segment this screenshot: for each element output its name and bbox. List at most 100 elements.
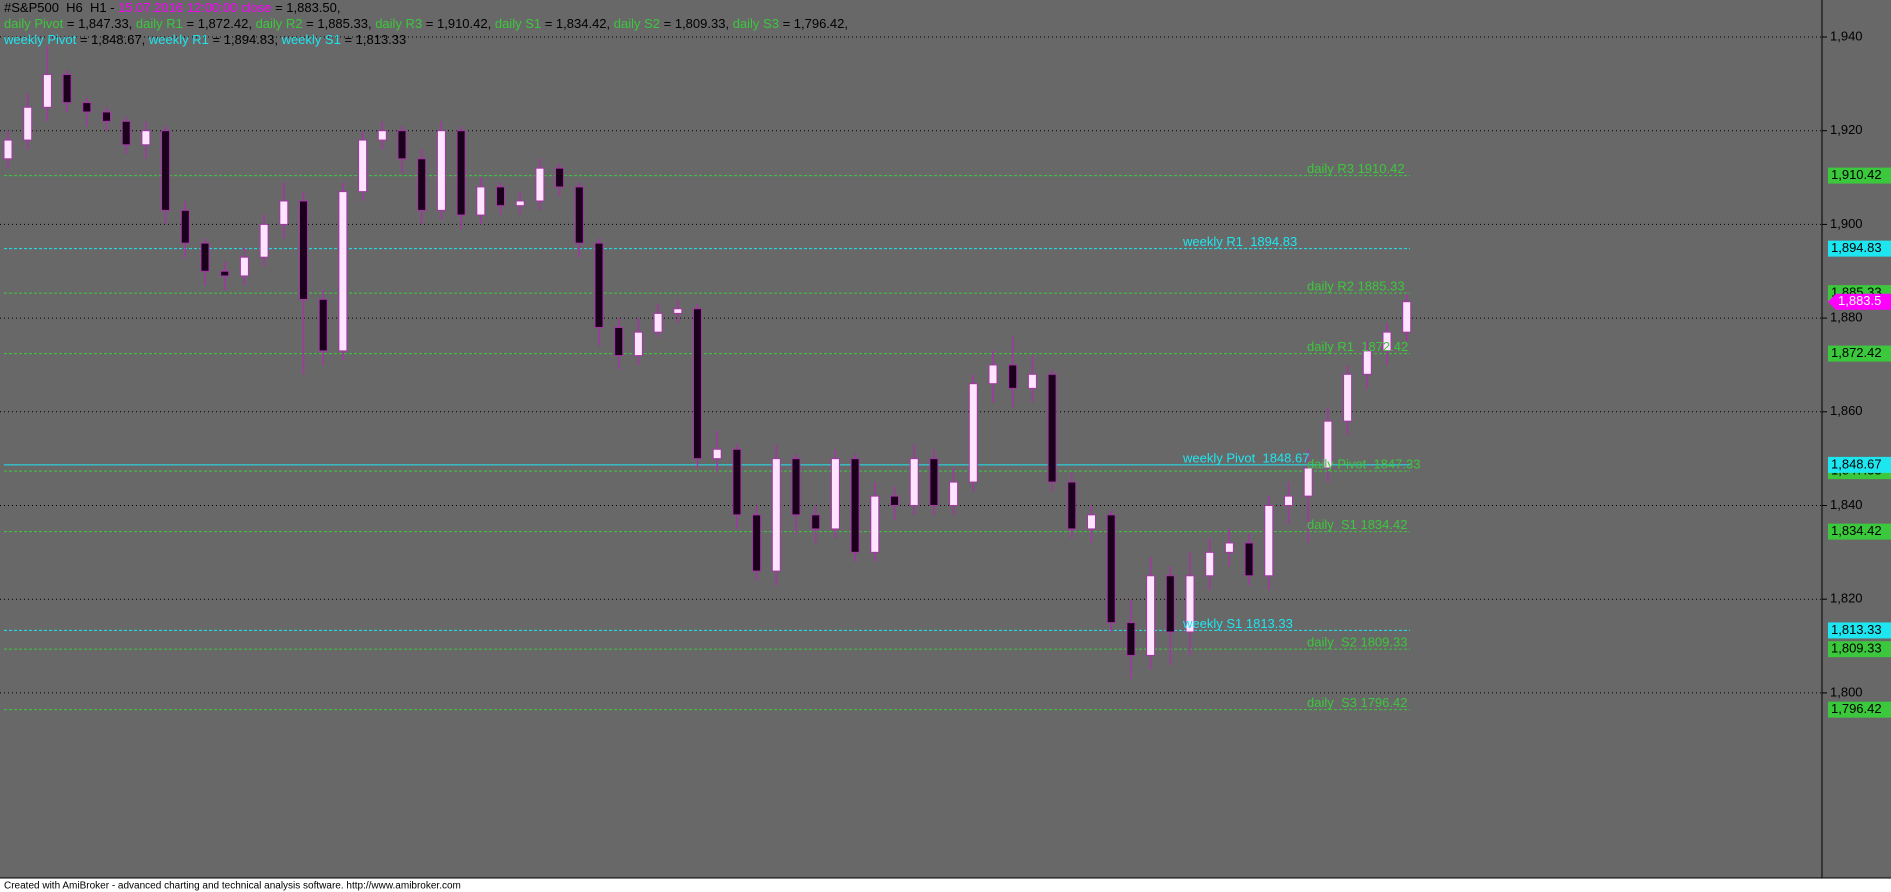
header-level-value: = 1,885.33, xyxy=(306,16,371,31)
candle-body xyxy=(1027,373,1037,389)
candle-body xyxy=(397,130,407,160)
candle-body xyxy=(358,139,368,193)
candle-body xyxy=(220,270,230,277)
candle-body xyxy=(417,158,427,211)
level-label: daily R1 1872.42 xyxy=(1307,339,1408,354)
chart-subtitle: 15.07.2016 12:00:00 close xyxy=(118,0,271,15)
last-value-label: 1,883.5 xyxy=(1838,293,1881,308)
candle-body xyxy=(436,130,446,211)
candle-body xyxy=(1382,331,1392,352)
last-value-marker xyxy=(1828,293,1891,310)
candle-body xyxy=(42,73,52,108)
header-level-value: = 1,872.42, xyxy=(187,16,252,31)
y-tick-label: 1,820 xyxy=(1830,591,1863,606)
level-label: daily S3 1796.42 xyxy=(1307,695,1407,710)
candle-body xyxy=(121,120,131,146)
candle-body xyxy=(239,256,249,277)
candle-body xyxy=(712,448,722,460)
y-tick-label: 1,920 xyxy=(1830,122,1863,137)
y-tick-label: 1,800 xyxy=(1830,684,1863,699)
axis-level-box xyxy=(1828,641,1891,658)
candle-body xyxy=(1323,420,1333,469)
header-level-name: daily R1 xyxy=(136,16,183,31)
y-tick-label: 1,880 xyxy=(1830,310,1863,325)
header-level-name: daily Pivot xyxy=(4,16,64,31)
candle-body xyxy=(515,200,525,207)
header-row-2: daily Pivot = 1,847.33, daily R1 = 1,872… xyxy=(4,16,852,31)
candle-body xyxy=(949,481,959,506)
header-level-name: daily S1 xyxy=(495,16,541,31)
candle-body xyxy=(555,167,565,188)
candle-body xyxy=(850,458,860,553)
candle-body xyxy=(771,458,781,572)
candle-body xyxy=(141,130,151,146)
level-label: weekly R1 1894.83 xyxy=(1182,234,1297,249)
footer: Created with AmiBroker - advanced charti… xyxy=(4,881,461,892)
candle-body xyxy=(1303,467,1313,497)
header-level-value: = 1,894.83, xyxy=(213,32,278,47)
candle-body xyxy=(1402,301,1412,333)
candle-body xyxy=(318,298,328,352)
candle-body xyxy=(3,139,13,160)
candle-body xyxy=(1008,364,1018,389)
candle-body xyxy=(62,73,72,104)
candle-body xyxy=(1165,575,1175,633)
candle-body xyxy=(1087,514,1096,530)
candle-body xyxy=(535,167,545,202)
candle-body xyxy=(1106,514,1116,624)
level-label: weekly S1 1813.33 xyxy=(1182,616,1293,631)
candle-body xyxy=(1244,542,1254,577)
candle-body xyxy=(476,186,486,216)
axis-level-label: 1,809.33 xyxy=(1831,641,1882,656)
candle-body xyxy=(279,200,289,225)
candle-body xyxy=(180,209,190,244)
header-level-name: weekly Pivot xyxy=(3,32,77,47)
chart-title: #S&P500 H6 H1 - xyxy=(4,0,115,15)
axis-level-box xyxy=(1828,345,1891,362)
candle-body xyxy=(299,200,308,300)
candle-body xyxy=(968,383,978,483)
footer-background xyxy=(0,878,1891,892)
candle-body xyxy=(102,111,111,122)
axis-level-label: 1,834.42 xyxy=(1831,523,1882,538)
header-level-name: daily S2 xyxy=(614,16,660,31)
axis-level-box xyxy=(1828,701,1891,718)
header-level-value: = 1,813.33 xyxy=(344,32,406,47)
candle-body xyxy=(1362,350,1372,375)
header-level-value: = 1,847.33, xyxy=(67,16,132,31)
candle-body xyxy=(732,448,742,516)
y-tick-label: 1,940 xyxy=(1830,28,1863,43)
candle-body xyxy=(161,130,171,211)
level-label: daily S2 1809.33 xyxy=(1307,635,1407,650)
level-label: daily R2 1885.33 xyxy=(1307,279,1405,294)
candle-body xyxy=(1264,504,1274,577)
axis-level-box xyxy=(1828,456,1891,473)
candle-body xyxy=(1047,373,1057,483)
header-level-name: daily R2 xyxy=(256,16,303,31)
candle-body xyxy=(673,308,683,314)
axis-level-label: 1,910.42 xyxy=(1831,167,1882,182)
y-tick-label: 1,840 xyxy=(1830,497,1863,512)
axis-level-box xyxy=(1828,523,1891,540)
level-label: daily Pivot 1847.33 xyxy=(1307,457,1420,472)
header-row-3: weekly Pivot = 1,848.67, weekly R1 = 1,8… xyxy=(3,32,410,47)
candle-body xyxy=(377,130,387,141)
candle-body xyxy=(988,364,998,385)
candle-body xyxy=(693,308,702,460)
candle-body xyxy=(1205,551,1215,577)
header-level-value: = 1,848.67, xyxy=(80,32,145,47)
candle-body xyxy=(456,130,466,216)
header-level-value: = 1,910.42, xyxy=(426,16,491,31)
candle-body xyxy=(633,331,643,357)
candle-body xyxy=(653,312,663,333)
candle-body xyxy=(259,223,269,258)
axis-level-label: 1,848.67 xyxy=(1831,456,1882,471)
candle-body xyxy=(791,458,801,516)
axis-level-label: 1,813.33 xyxy=(1831,622,1882,637)
candle-body xyxy=(594,242,604,328)
candle-body xyxy=(574,186,584,244)
candle-body xyxy=(1126,622,1136,656)
candle-body xyxy=(870,495,880,553)
